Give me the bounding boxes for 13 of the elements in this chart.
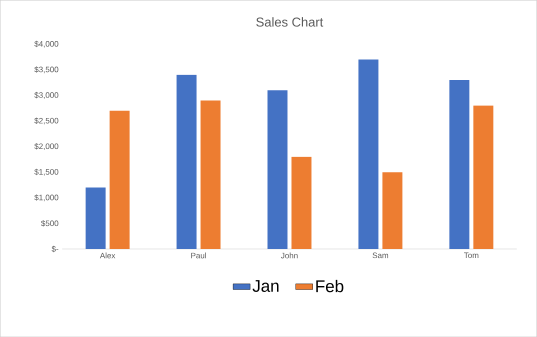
bar [110, 110, 130, 249]
bar [291, 156, 312, 249]
bar [268, 90, 288, 249]
bar [358, 59, 378, 249]
bar [176, 74, 197, 249]
bar [449, 80, 470, 249]
bar [473, 106, 494, 249]
legend-label: Feb [316, 280, 344, 292]
bar [200, 100, 221, 249]
chart-title: Sales Chart [256, 17, 324, 27]
bar [382, 172, 402, 249]
legend-label: Jan [252, 280, 278, 292]
bar [86, 187, 106, 249]
